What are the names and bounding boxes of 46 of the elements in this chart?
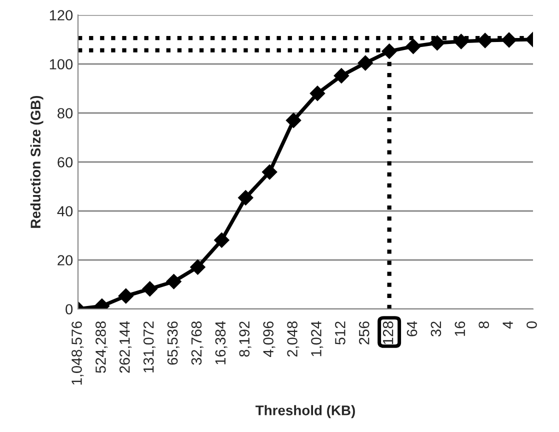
point xyxy=(286,112,302,128)
point xyxy=(310,86,326,101)
x-tick-label: 262,144 xyxy=(119,321,132,373)
point xyxy=(430,35,445,50)
y-axis-title: Reduction Size (GB) xyxy=(30,96,44,228)
y-tick-label: 80 xyxy=(58,108,73,118)
x-axis-title: Threshold (KB) xyxy=(256,405,355,418)
x-tick-label: 32 xyxy=(430,322,442,336)
point xyxy=(238,190,254,206)
point xyxy=(358,55,373,71)
y-tick-label: 60 xyxy=(58,157,73,168)
y-tick-label: 40 xyxy=(57,206,73,216)
x-tick-label: 16 xyxy=(454,321,466,336)
y-tick-label: 100 xyxy=(50,59,73,70)
x-tick-label: 16,384 xyxy=(215,321,228,364)
x-tick-label: 128 xyxy=(382,321,394,344)
x-tick-label: 8 xyxy=(478,321,490,328)
point xyxy=(382,44,397,59)
y-tick-label: 120 xyxy=(50,10,73,20)
x-tick-label: 0 xyxy=(526,321,537,328)
x-tick-label: 256 xyxy=(358,321,370,344)
x-tick-label: 524,288 xyxy=(96,321,108,373)
y-tick-label: 20 xyxy=(58,255,73,266)
x-tick-label: 1,024 xyxy=(311,321,324,356)
x-tick-label: 2,048 xyxy=(287,321,300,357)
point xyxy=(501,32,517,48)
point xyxy=(142,281,158,296)
x-tick-label: 1,048,576 xyxy=(72,321,84,385)
x-tick-label: 4,096 xyxy=(263,321,276,357)
x-tick-label: 65,536 xyxy=(167,321,180,365)
point xyxy=(454,34,469,50)
point xyxy=(334,68,349,84)
point xyxy=(166,274,182,290)
point xyxy=(262,164,278,180)
x-tick-label: 8,192 xyxy=(239,322,252,357)
x-tick-label: 512 xyxy=(335,322,346,345)
x-tick-label: 131,072 xyxy=(143,322,156,372)
y-tick-label: 0 xyxy=(66,304,73,314)
point xyxy=(214,232,230,248)
x-tick-label: 32,768 xyxy=(191,321,204,365)
point xyxy=(478,32,493,48)
point xyxy=(406,38,421,54)
x-tick-label: 4 xyxy=(502,321,513,329)
x-tick-label: 64 xyxy=(406,321,418,336)
point xyxy=(190,260,206,275)
point xyxy=(118,288,134,304)
